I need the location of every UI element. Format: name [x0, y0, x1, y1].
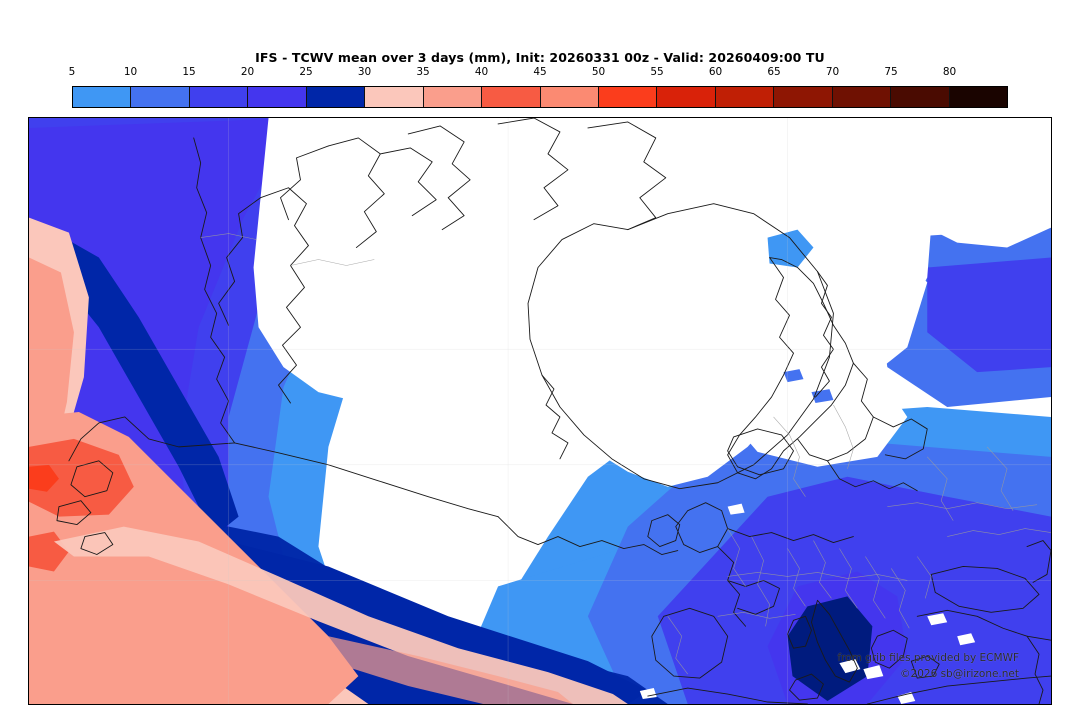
graticule [29, 118, 1051, 704]
colorbar-swatch-40-45 [482, 87, 541, 107]
colorbar-tick-35: 35 [416, 66, 430, 78]
colorbar-tick-15: 15 [182, 66, 196, 78]
colorbar-swatch-70-75 [832, 87, 892, 107]
colorbar-tick-labels: 5 10 15 20 25 30 35 40 45 50 55 60 65 70 75 80 [68, 66, 1008, 82]
colorbar-swatch-15-20 [189, 87, 249, 107]
colorbar-tick-25: 25 [299, 66, 313, 78]
colorbar-swatch-55-60 [657, 87, 716, 107]
coastlines [56, 118, 1051, 704]
colorbar-swatches [72, 86, 1008, 108]
colorbar-tick-45: 45 [533, 66, 547, 78]
colorbar-swatch-10-15 [131, 87, 190, 107]
colorbar-swatch-35-40 [423, 87, 483, 107]
colorbar-tick-5: 5 [68, 66, 76, 78]
colorbar-tick-55: 55 [650, 66, 664, 78]
colorbar-tick-40: 40 [474, 66, 489, 78]
country-borders [200, 233, 1051, 675]
map-frame[interactable]: from grib files provided by ECMWF ©2026 … [28, 117, 1052, 705]
colorbar-swatch-45-50 [540, 87, 599, 107]
colorbar-tick-20: 20 [240, 66, 255, 78]
map-canvas[interactable] [29, 118, 1051, 704]
colorbar-swatch-30-35 [365, 87, 424, 107]
tcwv-field [29, 118, 1051, 704]
colorbar-swatch-50-55 [598, 87, 658, 107]
colorbar-swatch-80+ [949, 87, 1007, 107]
colorbar-tick-50: 50 [591, 66, 606, 78]
colorbar-tick-80: 80 [942, 66, 957, 78]
colorbar-tick-70: 70 [825, 66, 840, 78]
page-title: IFS - TCWV mean over 3 days (mm), Init: … [255, 50, 825, 65]
colorbar [72, 86, 1008, 108]
colorbar-swatch-60-65 [715, 87, 775, 107]
colorbar-tick-30: 30 [357, 66, 372, 78]
colorbar-tick-65: 65 [767, 66, 781, 78]
colorbar-tick-75: 75 [884, 66, 898, 78]
colorbar-tick-10: 10 [123, 66, 138, 78]
colorbar-tick-60: 60 [708, 66, 723, 78]
colorbar-swatch-25-30 [306, 87, 366, 107]
colorbar-swatch-75-80 [891, 87, 950, 107]
colorbar-swatch-65-70 [774, 87, 833, 107]
colorbar-swatch-20-25 [248, 87, 307, 107]
colorbar-swatch-5-10 [73, 87, 132, 107]
